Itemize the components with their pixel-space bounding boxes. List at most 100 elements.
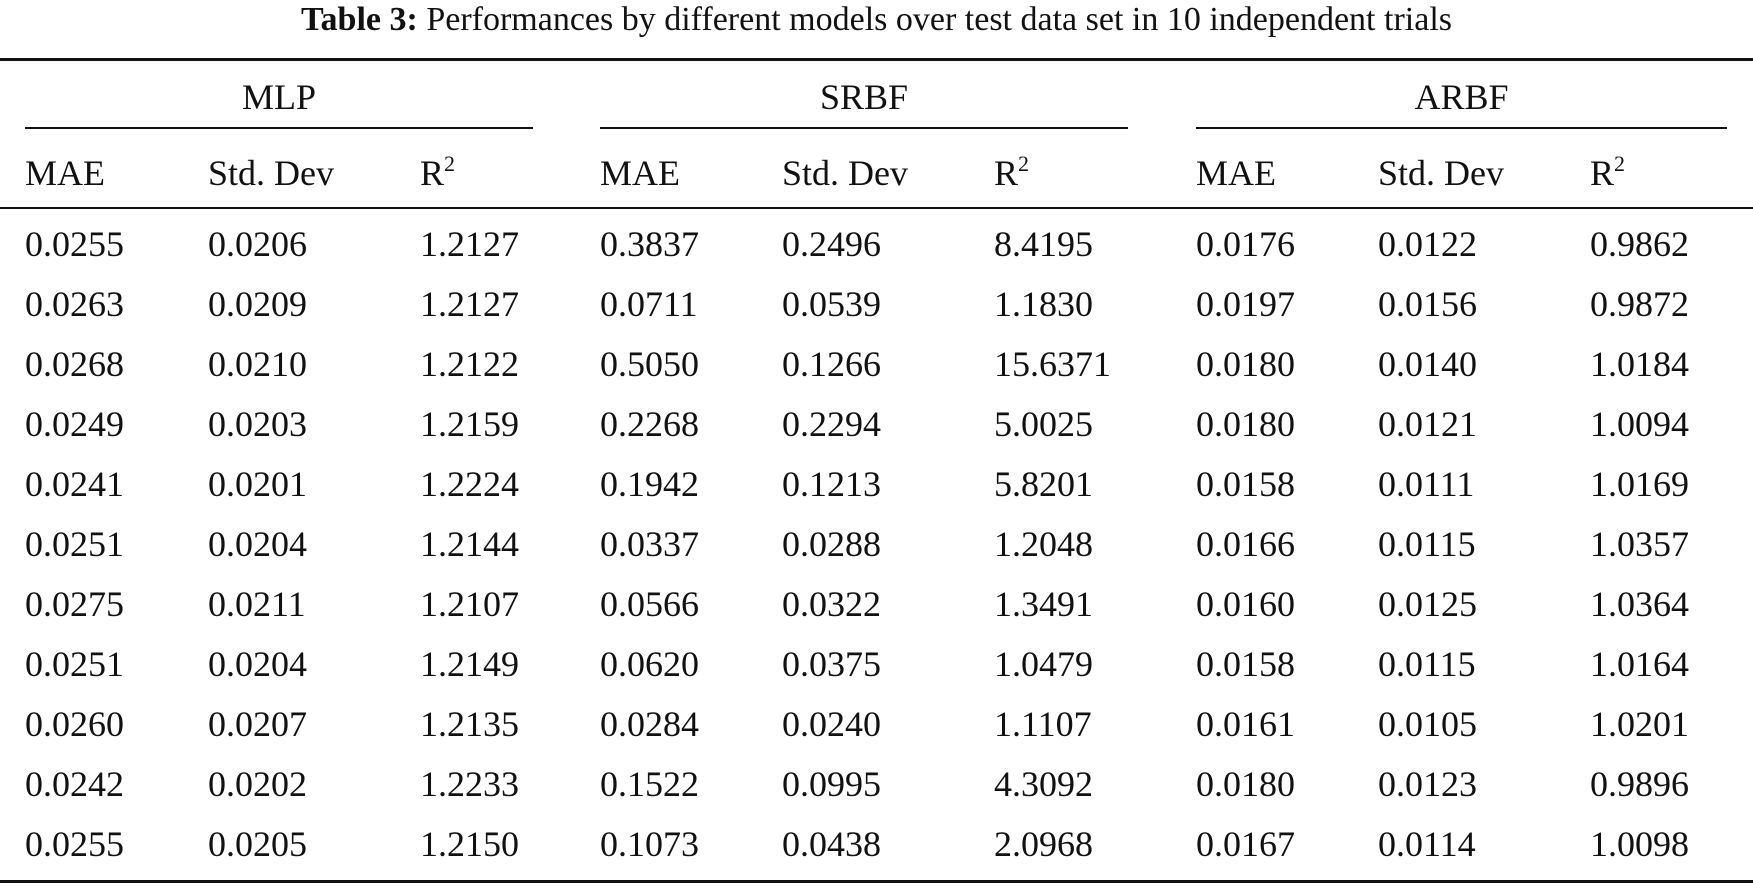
table-cell: 0.0123 [1378, 764, 1477, 804]
table-cell: 1.3491 [994, 584, 1093, 624]
table-cell: 1.2150 [420, 824, 519, 864]
table-cell: 0.0140 [1378, 344, 1477, 384]
table-cell: 0.0167 [1196, 824, 1295, 864]
table-cell: 2.0968 [994, 824, 1093, 864]
table-cell: 0.0121 [1378, 404, 1477, 444]
table-cell: 0.9896 [1590, 764, 1689, 804]
table-cell: 1.0357 [1590, 524, 1689, 564]
table-cell: 4.3092 [994, 764, 1093, 804]
table-cell: 0.1942 [600, 464, 699, 504]
table-cell: 1.2127 [420, 224, 519, 264]
table-cell: 0.0206 [208, 224, 307, 264]
table-cell: 0.0180 [1196, 404, 1295, 444]
column-header: Std. Dev [208, 153, 334, 193]
table-cell: 0.0204 [208, 644, 307, 684]
table-cell: 1.2149 [420, 644, 519, 684]
table-cell: 0.0111 [1378, 464, 1475, 504]
table-cell: 1.2122 [420, 344, 519, 384]
table-cell: 0.0122 [1378, 224, 1477, 264]
group-header-srbf: SRBF [819, 77, 909, 117]
table-cell: 0.0711 [600, 284, 698, 324]
column-header: MAE [25, 153, 105, 193]
table-cell: 1.2135 [420, 704, 519, 744]
group-rule-arbf [1196, 127, 1727, 129]
table-cell: 0.0260 [25, 704, 124, 744]
column-header: R2 [1590, 151, 1626, 194]
table-cell: 1.2144 [420, 524, 519, 564]
column-header: MAE [600, 153, 680, 193]
table-cell: 0.0207 [208, 704, 307, 744]
table-cell: 0.0105 [1378, 704, 1477, 744]
table-cell: 0.0180 [1196, 344, 1295, 384]
table-cell: 0.0115 [1378, 644, 1476, 684]
table-cell: 0.0158 [1196, 464, 1295, 504]
group-rule-mlp [25, 127, 533, 129]
table-cell: 1.2048 [994, 524, 1093, 564]
column-header: R2 [994, 151, 1030, 194]
table-cell: 0.0209 [208, 284, 307, 324]
table-cell: 1.1830 [994, 284, 1093, 324]
table-cell: 0.0241 [25, 464, 124, 504]
table-cell: 0.0255 [25, 824, 124, 864]
table-cell: 0.0210 [208, 344, 307, 384]
table-cell: 0.0268 [25, 344, 124, 384]
table-cell: 1.0479 [994, 644, 1093, 684]
table-cell: 0.2268 [600, 404, 699, 444]
table-cell: 1.2233 [420, 764, 519, 804]
table-cell: 1.2127 [420, 284, 519, 324]
table-cell: 1.0098 [1590, 824, 1689, 864]
table-cell: 0.0995 [782, 764, 881, 804]
table-cell: 0.1266 [782, 344, 881, 384]
table-cell: 0.0275 [25, 584, 124, 624]
table-cell: 0.0114 [1378, 824, 1476, 864]
table-cell: 0.9862 [1590, 224, 1689, 264]
table-cell: 0.0322 [782, 584, 881, 624]
table-cell: 0.0438 [782, 824, 881, 864]
table-cell: 0.0160 [1196, 584, 1295, 624]
table-header-rule [0, 207, 1753, 209]
group-header-arbf: ARBF [1414, 77, 1509, 117]
table-caption-label: Table 3: [300, 1, 418, 38]
table-cell: 0.3837 [600, 224, 699, 264]
table-cell: 0.0263 [25, 284, 124, 324]
table-cell: 0.0211 [208, 584, 306, 624]
column-header: Std. Dev [782, 153, 908, 193]
table-cell: 1.2224 [420, 464, 519, 504]
table-cell: 0.0242 [25, 764, 124, 804]
table-cell: 0.0205 [208, 824, 307, 864]
table-cell: 0.0166 [1196, 524, 1295, 564]
table-cell: 0.0255 [25, 224, 124, 264]
table-cell: 0.1213 [782, 464, 881, 504]
table-cell: 0.0288 [782, 524, 881, 564]
column-header: R2 [420, 151, 456, 194]
table-cell: 0.9872 [1590, 284, 1689, 324]
table-cell: 0.1522 [600, 764, 699, 804]
table-cell: 5.0025 [994, 404, 1093, 444]
table-cell: 0.0203 [208, 404, 307, 444]
table-cell: 0.0566 [600, 584, 699, 624]
table-cell: 0.0337 [600, 524, 699, 564]
group-rule-srbf [600, 127, 1128, 129]
table-cell: 0.0284 [600, 704, 699, 744]
table-cell: 0.1073 [600, 824, 699, 864]
table-cell: 1.2107 [420, 584, 519, 624]
table-cell: 0.0251 [25, 524, 124, 564]
table-cell: 0.0180 [1196, 764, 1295, 804]
table-cell: 0.0240 [782, 704, 881, 744]
table-cell: 0.0251 [25, 644, 124, 684]
table-caption: Table 3: Performances by different model… [0, 0, 1753, 40]
table-cell: 1.1107 [994, 704, 1092, 744]
table-cell: 1.0184 [1590, 344, 1689, 384]
table-cell: 5.8201 [994, 464, 1093, 504]
table-bottom-rule [0, 880, 1753, 883]
table-cell: 0.0125 [1378, 584, 1477, 624]
table-cell: 0.0202 [208, 764, 307, 804]
column-header: MAE [1196, 153, 1276, 193]
group-header-mlp: MLP [241, 77, 317, 117]
table-cell: 0.0161 [1196, 704, 1295, 744]
table-caption-text: Performances by different models over te… [426, 1, 1452, 38]
table-cell: 0.0620 [600, 644, 699, 684]
table-cell: 0.0176 [1196, 224, 1295, 264]
table-cell: 0.0249 [25, 404, 124, 444]
table-cell: 0.0115 [1378, 524, 1476, 564]
